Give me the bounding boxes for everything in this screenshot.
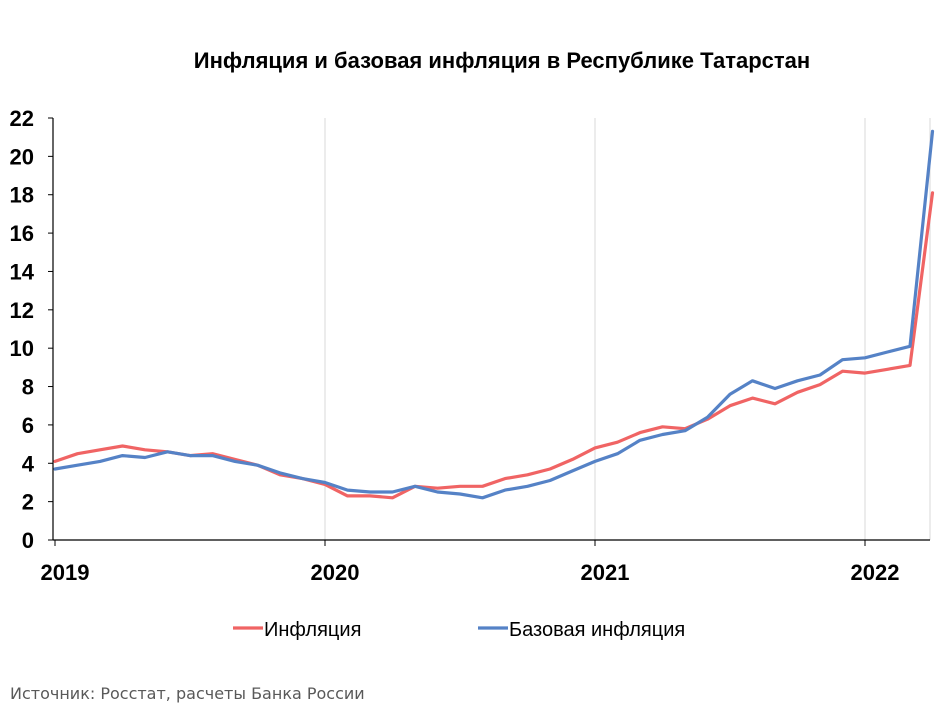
series-line-core-inflation bbox=[53, 129, 935, 500]
x-axis-ticks: 2019 2020 2021 2022 bbox=[41, 540, 900, 585]
y-tick-label: 14 bbox=[10, 259, 35, 284]
y-tick-label: 10 bbox=[10, 336, 34, 361]
x-tick-label-2021: 2021 bbox=[581, 560, 630, 585]
x-tick-label-2019: 2019 bbox=[41, 560, 90, 585]
x-tick-label-2020: 2020 bbox=[311, 560, 360, 585]
series-line-inflation bbox=[53, 191, 935, 500]
x-tick-label-2022: 2022 bbox=[851, 560, 900, 585]
legend-label-core-inflation: Базовая инфляция bbox=[509, 619, 685, 641]
source-note: Источник: Росстат, расчеты Банка России bbox=[10, 684, 365, 703]
y-tick-label: 20 bbox=[10, 144, 34, 169]
y-tick-label: 6 bbox=[22, 413, 34, 438]
axes bbox=[52, 118, 930, 541]
y-tick-label: 18 bbox=[10, 183, 34, 208]
series-lines bbox=[53, 129, 935, 500]
grid-lines bbox=[324, 118, 931, 540]
y-axis-ticks: 0 2 4 6 8 10 12 14 16 18 20 22 bbox=[10, 106, 53, 553]
chart: Инфляция и базовая инфляция в Республике… bbox=[10, 48, 935, 641]
legend-label-inflation: Инфляция bbox=[264, 619, 361, 641]
y-tick-label: 2 bbox=[22, 490, 34, 515]
y-tick-label: 8 bbox=[22, 375, 34, 400]
y-tick-label: 16 bbox=[10, 221, 34, 246]
legend: Инфляция Базовая инфляция bbox=[233, 619, 685, 641]
y-tick-label: 4 bbox=[22, 451, 35, 476]
y-tick-label: 12 bbox=[10, 298, 34, 323]
y-tick-label: 0 bbox=[22, 528, 34, 553]
y-tick-label: 22 bbox=[10, 106, 34, 131]
chart-title: Инфляция и базовая инфляция в Республике… bbox=[194, 48, 810, 73]
